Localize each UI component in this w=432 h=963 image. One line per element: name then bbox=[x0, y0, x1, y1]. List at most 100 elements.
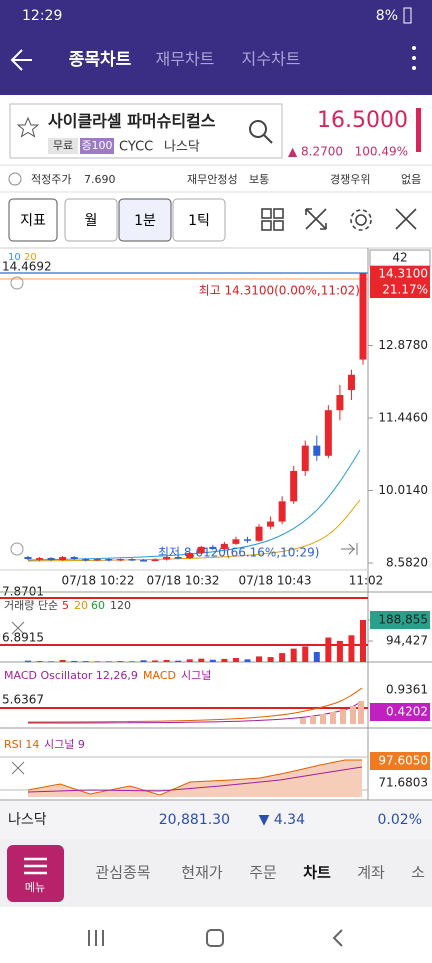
label: 0.4202 bbox=[386, 705, 428, 719]
volume-bar bbox=[290, 648, 297, 662]
stock-name: 사이클라셀 파머슈티컬스 bbox=[48, 112, 216, 131]
scroll-end[interactable] bbox=[341, 543, 358, 555]
tab[interactable]: 지수차트 bbox=[242, 50, 301, 69]
info-label: 적정주가 bbox=[31, 173, 71, 186]
candle-body bbox=[267, 521, 275, 527]
candle-body bbox=[174, 557, 182, 559]
macd-legend: MACD Oscillator 12,26,9 bbox=[4, 669, 138, 682]
volume-legend: 120 bbox=[110, 599, 131, 612]
button-text[interactable]: 월 bbox=[85, 213, 98, 229]
candle-body bbox=[24, 557, 32, 560]
candle-body bbox=[151, 559, 159, 562]
ticker: CYCC bbox=[119, 140, 153, 155]
price-box bbox=[370, 266, 430, 298]
tab[interactable]: 재무차트 bbox=[156, 50, 215, 69]
macd-legend: MACD bbox=[143, 669, 176, 682]
candle-body bbox=[313, 445, 321, 456]
button[interactable] bbox=[8, 198, 58, 242]
label: 5.6367 bbox=[2, 693, 44, 707]
nav-item[interactable]: 소 bbox=[411, 864, 425, 882]
help-icon[interactable] bbox=[8, 172, 22, 186]
macd-legend: 시그널 bbox=[181, 669, 211, 682]
candle-body bbox=[128, 559, 136, 561]
volume-bar bbox=[198, 658, 205, 662]
value-box bbox=[370, 703, 430, 721]
nav-item[interactable]: 계좌 bbox=[357, 864, 385, 882]
volume-scale-label: 94,427 bbox=[386, 634, 428, 648]
header-bg bbox=[0, 0, 432, 95]
y-tick-label: 10.0140 bbox=[378, 483, 428, 497]
system-nav[interactable] bbox=[88, 929, 343, 947]
nav-item[interactable]: 관심종목 bbox=[95, 864, 150, 882]
last-pct: 21.17% bbox=[382, 283, 428, 297]
volume-bar bbox=[71, 660, 78, 662]
nav-item[interactable]: 현재가 bbox=[181, 864, 223, 882]
more-menu[interactable] bbox=[412, 46, 416, 70]
tab[interactable]: 종목차트 bbox=[69, 50, 132, 70]
price-bar bbox=[416, 108, 421, 152]
battery-icon bbox=[403, 7, 412, 24]
menu-text[interactable]: 메뉴 bbox=[25, 881, 45, 894]
volume-bar bbox=[221, 658, 228, 662]
volume-bar bbox=[48, 661, 55, 662]
volume-legend: 5 bbox=[62, 599, 69, 612]
index-value: 20,881.30 bbox=[159, 812, 230, 828]
candle-body bbox=[140, 560, 148, 562]
x-label: 11:02 bbox=[349, 574, 384, 588]
status-time: 12:29 bbox=[22, 8, 62, 24]
label: 97.6050 bbox=[378, 754, 428, 768]
info-label: 경쟁우위 bbox=[330, 173, 370, 186]
volume-bar bbox=[186, 659, 193, 662]
close-icon[interactable] bbox=[11, 621, 25, 635]
candle-body bbox=[359, 273, 367, 360]
candle-body bbox=[93, 559, 101, 561]
back-button[interactable] bbox=[10, 49, 32, 71]
index-name: 나스닥 bbox=[8, 812, 47, 828]
volume-legend: 거래량 단순 bbox=[4, 599, 58, 612]
candle-body bbox=[82, 559, 90, 561]
search-icon[interactable] bbox=[249, 120, 273, 144]
star-icon[interactable] bbox=[16, 116, 40, 138]
nav-item[interactable]: 주문 bbox=[249, 864, 277, 882]
label: 14.4692 bbox=[2, 260, 52, 274]
rsi-legend: 시그널 9 bbox=[44, 738, 85, 751]
info-label: 재무안정성 bbox=[187, 173, 238, 186]
close-icon[interactable] bbox=[11, 761, 25, 775]
y-tick-label: 8.5820 bbox=[386, 556, 428, 570]
volume-bar bbox=[152, 660, 159, 662]
macd-histogram bbox=[300, 701, 364, 724]
candle-body bbox=[290, 470, 298, 502]
volume-legend: 20 bbox=[74, 599, 88, 612]
volume-bar bbox=[163, 659, 170, 662]
ma-legend: 20 bbox=[24, 252, 37, 263]
x-label: 07/18 10:32 bbox=[147, 574, 220, 588]
change-pct: 100.49% bbox=[355, 145, 408, 159]
nav-item[interactable]: 차트 bbox=[303, 864, 331, 882]
button[interactable] bbox=[172, 198, 226, 242]
button-text[interactable]: 1분 bbox=[134, 213, 156, 229]
volume-bar bbox=[302, 646, 309, 662]
last-price: 14.3100 bbox=[378, 267, 428, 281]
zoom-icon[interactable] bbox=[10, 276, 24, 290]
button-text[interactable]: 지표 bbox=[20, 213, 46, 229]
candle-body bbox=[278, 501, 286, 522]
value-box bbox=[370, 611, 430, 629]
candle-body bbox=[197, 546, 205, 553]
button[interactable] bbox=[118, 198, 172, 242]
candle-body bbox=[105, 559, 113, 561]
candle-body bbox=[347, 374, 355, 390]
button[interactable] bbox=[64, 198, 118, 242]
candle-body bbox=[255, 526, 263, 541]
volume-bar bbox=[256, 656, 263, 662]
button-text[interactable]: 1틱 bbox=[188, 213, 210, 229]
rsi-line bbox=[27, 759, 362, 796]
menu-icon[interactable] bbox=[24, 857, 47, 875]
candle-body bbox=[36, 558, 44, 560]
zoom-icon[interactable] bbox=[10, 542, 24, 556]
candle-body bbox=[116, 559, 124, 561]
toolbar-icons[interactable] bbox=[261, 208, 417, 231]
info-value: 7.690 bbox=[84, 173, 116, 186]
volume-bar bbox=[244, 659, 251, 662]
volume-bar bbox=[232, 657, 239, 662]
volume-bar bbox=[105, 661, 112, 662]
